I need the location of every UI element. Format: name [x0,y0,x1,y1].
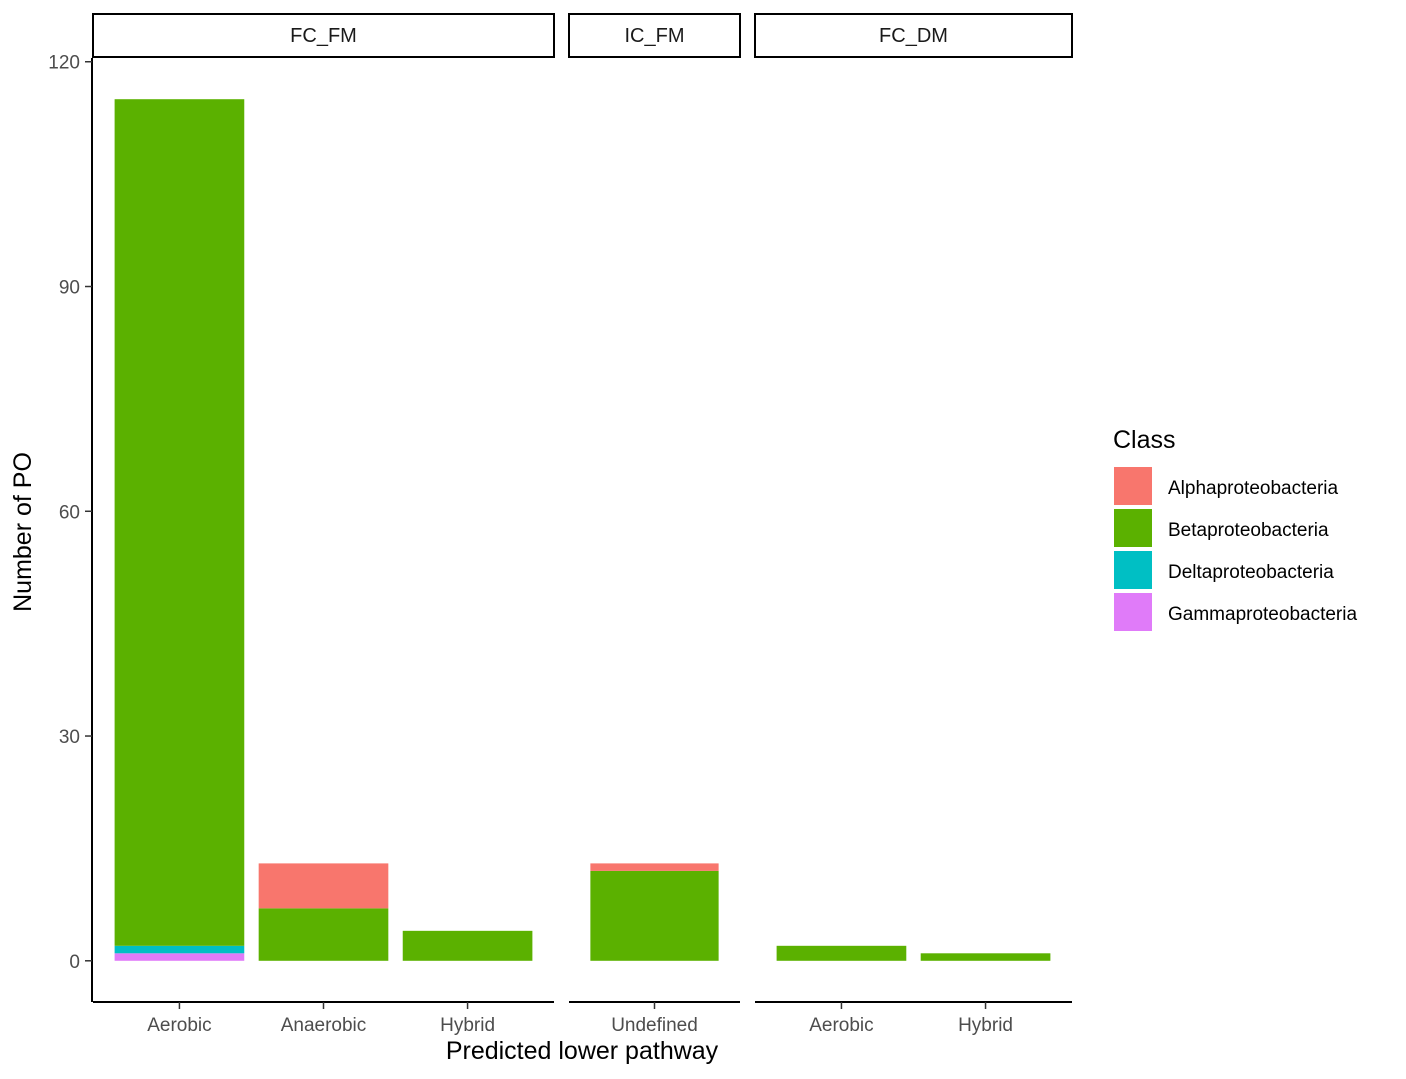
facet-strip-label: FC_FM [290,25,357,47]
y-tick-label: 120 [48,53,80,74]
legend-label: Gammaproteobacteria [1168,604,1357,625]
x-tick-label: Hybrid [958,1015,1013,1036]
x-axis-title: Predicted lower pathway [446,1037,719,1065]
y-axis-title: Number of PO [9,452,37,612]
x-tick-label: Hybrid [440,1015,495,1036]
legend-swatch [1114,551,1152,589]
bar-segment [590,863,719,871]
bar-segment [114,945,245,954]
facet-panel: FC_DM Aerobic Hybrid [754,13,1073,1036]
x-tick-label: Anaerobic [281,1015,367,1036]
y-axis: 0 30 60 90 120 [48,53,93,1002]
y-tick-label: 0 [69,952,80,973]
legend-label: Alphaproteobacteria [1168,478,1338,499]
y-tick-label: 30 [59,727,80,748]
x-tick-label: Aerobic [147,1015,211,1036]
bar-segment [258,908,389,961]
bar-segment [402,930,533,961]
bar-segment [114,953,245,961]
bar-segment [258,863,389,909]
legend-title: Class [1113,426,1176,454]
facet-panels: FC_FM Aerobic Anaerobic Hybrid IC_FM Undefine… [92,13,1073,1036]
facet-strip [92,13,555,58]
x-tick-label: Aerobic [809,1015,873,1036]
y-tick-label: 60 [59,502,80,523]
facet-strip-label: IC_FM [625,25,685,47]
facet-panel: FC_FM Aerobic Anaerobic Hybrid [92,13,555,1036]
legend-label: Betaproteobacteria [1168,520,1329,541]
legend-swatch [1114,509,1152,547]
facet-strip [754,13,1073,58]
bar-segment [920,953,1051,961]
legend-swatch [1114,467,1152,505]
bar-segment [114,99,245,946]
bar-segment [776,945,907,961]
facet-panel: IC_FM Undefined [568,13,741,1036]
legend-swatch [1114,593,1152,631]
facet-strip-label: FC_DM [879,25,948,47]
facet-strip [568,13,741,58]
legend-label: Deltaproteobacteria [1168,562,1334,583]
y-tick-label: 90 [59,278,80,299]
bar-segment [590,870,719,961]
legend: Class Alphaproteobacteria Betaproteobacte… [1113,426,1357,631]
x-tick-label: Undefined [611,1015,698,1036]
